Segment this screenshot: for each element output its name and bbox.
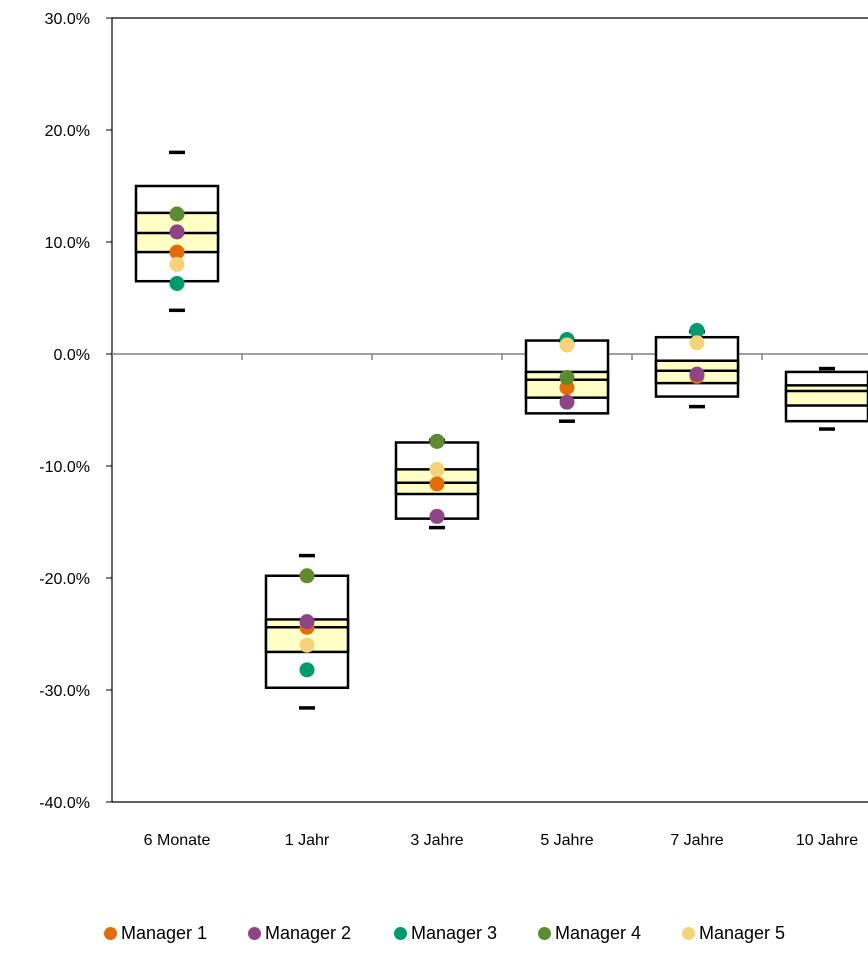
legend-item: Manager 3 [394, 921, 497, 945]
data-point-manager-4 [169, 206, 185, 222]
y-tick-label: -40.0% [39, 795, 90, 812]
legend-item: Manager 2 [248, 921, 351, 945]
data-point-manager-5 [169, 256, 185, 272]
legend-item: Manager 4 [538, 921, 641, 945]
manager-data-points [169, 206, 705, 678]
y-tick-label: 30.0% [45, 11, 90, 28]
legend-marker [248, 926, 261, 940]
data-point-manager-5 [299, 637, 315, 653]
data-point-manager-2 [559, 394, 575, 410]
y-tick-label: -10.0% [39, 459, 90, 476]
legend-label: Manager 2 [265, 922, 352, 943]
y-tick-label: 20.0% [45, 123, 90, 140]
data-point-manager-2 [299, 614, 315, 630]
data-point-manager-3 [299, 662, 315, 678]
y-tick-label: -30.0% [39, 683, 90, 700]
legend-item: Manager 1 [104, 921, 207, 945]
legend-marker [538, 926, 551, 940]
x-category-label: 7 Jahre [670, 832, 723, 849]
data-point-manager-2 [429, 508, 445, 524]
data-point-manager-1 [429, 476, 445, 492]
data-point-manager-3 [169, 275, 185, 291]
y-tick-label: 0.0% [54, 347, 90, 364]
data-point-manager-4 [299, 568, 315, 584]
chart-legend: Manager 1 Manager 2 Manager 3 Manager 4 Mana… [0, 921, 868, 949]
data-point-manager-3 [689, 322, 705, 338]
data-point-manager-5 [559, 337, 575, 353]
legend-marker [394, 926, 407, 940]
data-point-manager-4 [429, 433, 445, 449]
y-axis-tick-labels: 30.0% 20.0% 10.0% 0.0% -10.0% -20.0% -30.0% -40… [39, 11, 90, 812]
chart-axes [106, 17, 868, 803]
legend-label: Manager 5 [699, 922, 786, 943]
legend-label: Manager 1 [121, 922, 208, 943]
legend-marker [104, 926, 117, 940]
data-point-manager-2 [689, 366, 705, 382]
data-point-manager-5 [429, 461, 445, 477]
x-category-label: 3 Jahre [410, 832, 463, 849]
legend-label: Manager 3 [411, 922, 498, 943]
x-category-label: 10 Jahre [796, 832, 858, 849]
box-plot-boxes [134, 150, 868, 710]
legend-marker [682, 926, 695, 940]
data-point-manager-4 [559, 370, 575, 386]
x-category-label: 1 Jahr [285, 832, 330, 849]
y-tick-label: -20.0% [39, 571, 90, 588]
y-tick-label: 10.0% [45, 235, 90, 252]
x-axis-category-labels: 6 Monate 1 Jahr 3 Jahre 5 Jahre 7 Jahre 10 Ja… [144, 832, 859, 849]
box-quartile-band [784, 384, 868, 407]
data-point-manager-2 [169, 224, 185, 240]
x-category-label: 5 Jahre [540, 832, 593, 849]
x-category-label: 6 Monate [144, 832, 211, 849]
data-point-manager-1 [169, 244, 185, 260]
data-point-manager-5 [689, 335, 705, 351]
legend-label: Manager 4 [555, 922, 642, 943]
legend-item: Manager 5 [682, 921, 785, 945]
